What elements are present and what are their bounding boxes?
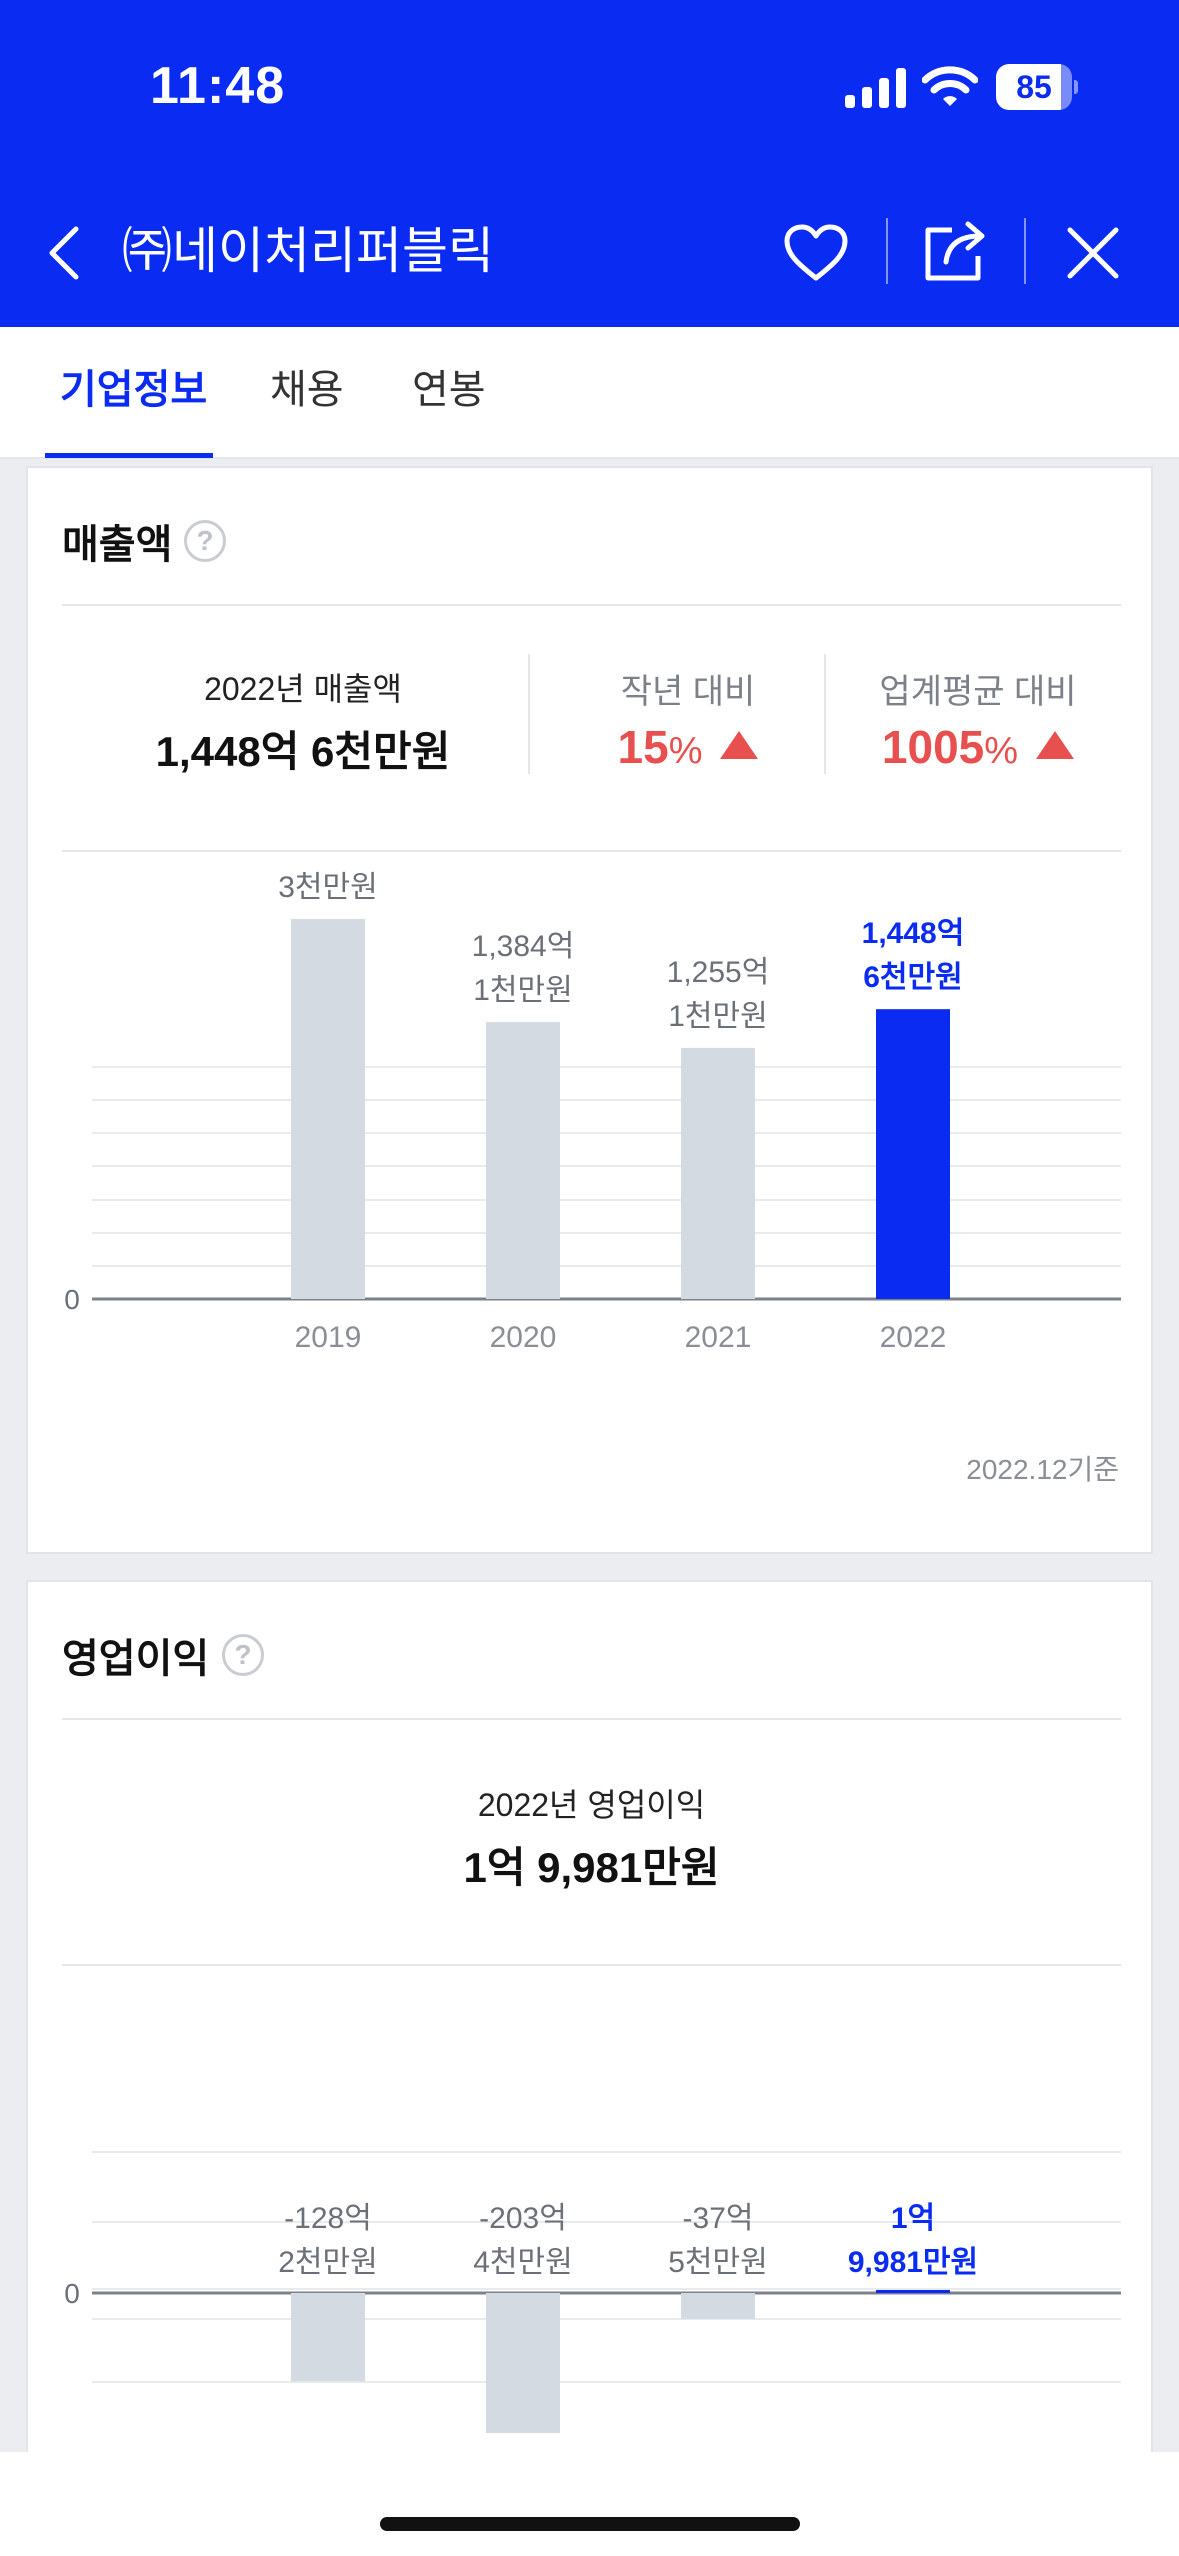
bar-2022 — [876, 1009, 950, 1299]
favorite-button[interactable] — [780, 218, 852, 288]
revenue-card: 매출액 ? 2022년 매출액 1,448억 6천만원 작년 대비 15% 업계… — [26, 466, 1153, 1554]
back-button[interactable] — [36, 218, 92, 288]
x-tick-label: 2021 — [685, 1321, 752, 1354]
bar-value-label: 3천만원 — [278, 871, 378, 904]
revenue-title: 매출액 — [62, 523, 173, 567]
increase-arrow-icon — [1036, 731, 1075, 759]
bar-value-label: 9,981만원 — [848, 2246, 978, 2279]
bar-value-label: 1억 — [891, 2202, 935, 2235]
yoy-unit: % — [668, 730, 703, 772]
cellular-signal-icon — [845, 68, 906, 108]
bar-2022 — [876, 2290, 950, 2293]
tab-salary[interactable]: 연봉 — [412, 368, 486, 412]
bar-2020 — [486, 2293, 560, 2433]
divider — [62, 850, 1121, 852]
share-button[interactable] — [918, 214, 992, 288]
operating-profit-card: 영업이익 ? 2022년 영업이익 1억 9,981만원 0 -128억 2천만원 -… — [26, 1580, 1153, 2520]
industry-avg-unit: % — [984, 730, 1019, 772]
help-icon[interactable]: ? — [184, 520, 226, 562]
tab-bar: 기업정보 채용 연봉 — [0, 327, 1179, 459]
bar-value-label: -203억 — [479, 2202, 567, 2235]
as-of-date: 2022.12기준 — [966, 1454, 1119, 1485]
header-divider — [1024, 218, 1026, 284]
operating-profit-summary-label: 2022년 영업이익 — [477, 1787, 706, 1823]
bar-value-label: 1천만원 — [668, 1000, 768, 1033]
company-name-title: ㈜네이처리퍼블릭 — [122, 223, 494, 279]
bar-value-label: 6천만원 — [863, 961, 963, 994]
bar-value-label: 4천만원 — [473, 2246, 573, 2279]
bar-2019 — [291, 919, 365, 1299]
operating-profit-bar-chart: 0 -128억 2천만원 -203억 4천만원 -37억 5천만원 1억 9,981만원 — [64, 2151, 1121, 2433]
x-tick-label: 2019 — [295, 1321, 362, 1354]
revenue-summary-label: 2022년 매출액 — [204, 671, 402, 707]
battery-level: 85 — [1016, 69, 1052, 105]
divider — [62, 1718, 1121, 1720]
active-tab-indicator — [45, 453, 213, 458]
close-icon — [1067, 227, 1119, 279]
back-icon — [49, 226, 79, 280]
industry-avg-label: 업계평균 대비 — [879, 673, 1077, 711]
operating-profit-title: 영업이익 — [62, 1637, 210, 1681]
industry-avg-value: 1005 — [881, 721, 985, 773]
bar-2019 — [291, 2293, 365, 2382]
status-time: 11:48 — [150, 57, 286, 115]
industry-avg-change: 1005% — [828, 720, 1128, 774]
yoy-label: 작년 대비 — [620, 673, 756, 711]
help-icon[interactable]: ? — [222, 1634, 264, 1676]
yoy-change: 15% — [533, 720, 843, 774]
x-tick-label: 2022 — [880, 1321, 947, 1354]
battery-indicator: 85 — [996, 64, 1078, 110]
revenue-bar-chart: 0 1,899억 3천만원 2019 1,384억 1천만원 2020 1,255억 1천만원 2… — [64, 858, 1121, 1354]
app-header: 11:48 85 ㈜네이처리퍼블릭 — [0, 0, 1179, 327]
increase-arrow-icon — [720, 731, 759, 759]
bar-value-label: 5천만원 — [668, 2246, 768, 2279]
tab-company-info[interactable]: 기업정보 — [60, 368, 208, 412]
revenue-summary-value: 1,448억 6천만원 — [155, 728, 451, 775]
close-button[interactable] — [1058, 218, 1128, 288]
divider — [528, 654, 530, 774]
bar-2021 — [681, 2293, 755, 2319]
tab-recruit[interactable]: 채용 — [270, 368, 344, 412]
zero-tick-label: 0 — [64, 2278, 80, 2309]
home-indicator[interactable] — [380, 2517, 800, 2531]
operating-profit-summary-value: 1억 9,981만원 — [463, 1844, 720, 1891]
bar-value-label: -37억 — [683, 2202, 754, 2235]
bar-value-label: 1천만원 — [473, 974, 573, 1007]
bar-value-label: 1,899억 — [277, 858, 380, 860]
wifi-icon — [922, 66, 978, 106]
bar-2021 — [681, 1047, 755, 1299]
zero-tick-label: 0 — [64, 1284, 80, 1315]
divider — [62, 1964, 1121, 1966]
header-divider — [886, 218, 888, 284]
home-indicator-area — [0, 2452, 1179, 2556]
bar-value-label: 1,255억 — [667, 956, 770, 989]
divider — [62, 604, 1121, 606]
divider — [824, 654, 826, 774]
share-icon — [925, 221, 985, 281]
bar-value-label: -128억 — [284, 2202, 372, 2235]
x-tick-label: 2020 — [490, 1321, 557, 1354]
bar-value-label: 1,448억 — [862, 917, 965, 950]
heart-icon — [784, 224, 848, 281]
yoy-value: 15 — [617, 721, 669, 773]
bar-value-label: 1,384억 — [472, 930, 575, 963]
bar-2020 — [486, 1022, 560, 1299]
bar-value-label: 2천만원 — [278, 2246, 378, 2279]
